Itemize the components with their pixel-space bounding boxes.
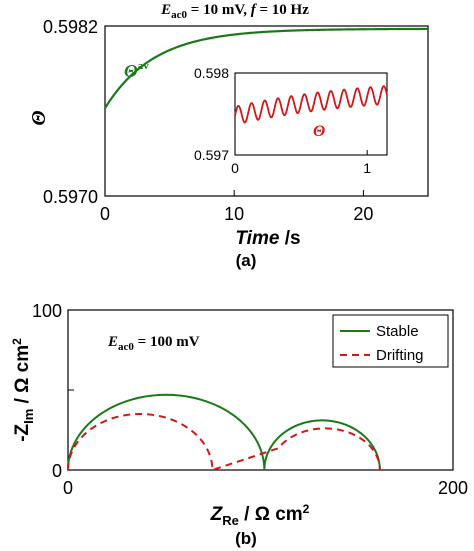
panel-a-x-tick-label: 10 (224, 204, 244, 224)
series-theta-av-label: Θav (124, 60, 149, 81)
panel-b-x-label: ZRe / Ω cm2 (210, 502, 310, 528)
series-theta-oscillation-line (234, 85, 388, 124)
inset-x-tick-label: 0 (231, 160, 239, 176)
panel-b: 0 100 0 200 -ZIm / Ω cm2 ZRe / Ω cm2 Eac0 … (10, 301, 468, 548)
series-theta-label: Θ (313, 123, 325, 140)
series-theta-av-line (104, 27, 429, 109)
legend-stable-label: Stable (376, 323, 419, 340)
inset-x-tick-label: 1 (363, 160, 371, 176)
inset-y-tick-label: 0.598 (194, 65, 229, 81)
panel-b-annotation: Eac0 = 100 mV (107, 334, 200, 353)
panel-b-y-tick-label: 0 (52, 461, 62, 481)
panel-b-y-tick-label: 100 (32, 301, 62, 321)
panel-b-y-label: -ZIm / Ω cm2 (10, 338, 36, 442)
panel-a-y-tick-label: 0.5982 (43, 17, 98, 37)
panel-a-y-tick-label: 0.5970 (43, 187, 98, 207)
inset-y-ticks: 0.597 0.598 (194, 65, 240, 163)
panel-a-label: (a) (236, 251, 257, 270)
inset-y-tick-label: 0.597 (194, 147, 229, 163)
panel-a-x-tick-label: 0 (100, 204, 110, 224)
panel-a-x-ticks: 0 10 20 (100, 190, 373, 224)
panel-b-label: (b) (235, 529, 257, 548)
panel-a-y-label: Θ (28, 110, 50, 125)
legend-drifting-label: Drifting (376, 347, 424, 364)
legend-box (332, 314, 449, 368)
panel-a-y-ticks: 0.5970 0.5982 (43, 17, 111, 207)
panel-b-y-ticks: 0 100 (32, 301, 74, 481)
panel-b-x-tick-label: 0 (63, 478, 73, 498)
panel-b-x-ticks: 0 200 (63, 464, 468, 498)
inset-frame (234, 72, 388, 156)
panel-a-x-tick-label: 20 (353, 204, 373, 224)
series-stable-line (67, 393, 381, 471)
panel-a-x-label: Time /s (235, 228, 300, 249)
series-drifting-line (67, 412, 381, 472)
legend: Stable Drifting (332, 314, 449, 368)
panel-b-x-tick-label: 200 (438, 478, 468, 498)
panel-a-frame (104, 25, 429, 197)
panel-a-title: Eac0 = 10 mV, f = 10 Hz (160, 2, 309, 21)
